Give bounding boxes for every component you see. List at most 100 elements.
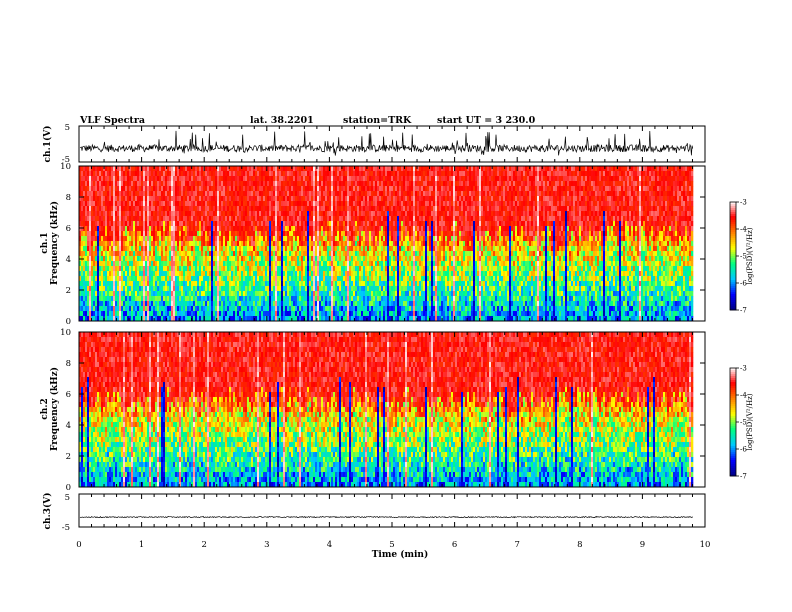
spectrogram-cell xyxy=(267,316,270,322)
spectrogram-cell xyxy=(221,281,224,287)
spectrogram-cell xyxy=(197,261,200,267)
spectrogram-cell xyxy=(89,166,92,172)
spectrogram-cell xyxy=(107,176,110,182)
spectrogram-cell xyxy=(175,176,178,182)
spectrogram-cell xyxy=(155,296,158,302)
spectrogram-cell xyxy=(133,226,136,232)
spectrogram-cell xyxy=(211,311,214,317)
spectrogram-cell xyxy=(393,291,396,297)
spectrogram-cell xyxy=(99,176,102,182)
spectrogram-cell xyxy=(369,201,372,207)
spectrogram-cell xyxy=(191,291,194,297)
spectrogram-cell xyxy=(233,241,236,247)
spectrogram-cell xyxy=(91,256,94,262)
spectrogram-cell xyxy=(309,276,312,282)
spectrogram-cell xyxy=(93,276,96,282)
spectrogram-cell xyxy=(253,236,256,242)
spectrogram-cell xyxy=(181,206,184,212)
spectrogram-cell xyxy=(195,266,198,272)
spectrogram-cell xyxy=(97,171,100,177)
spectrogram-cell xyxy=(269,261,272,267)
spectrogram-cell xyxy=(255,196,258,202)
spectrogram-cell xyxy=(173,186,176,192)
spectrogram-cell xyxy=(251,316,254,322)
spectrogram-cell xyxy=(239,196,242,202)
spectrogram-cell xyxy=(219,266,222,272)
spectrogram-cell xyxy=(109,231,112,237)
spectrogram-cell xyxy=(387,306,390,312)
spectrogram-cell xyxy=(387,181,390,187)
spectrogram-cell xyxy=(181,191,184,197)
spectrogram-cell xyxy=(341,181,344,187)
spectrogram-cell xyxy=(389,236,392,242)
spectrogram-cell xyxy=(137,256,140,262)
spectrogram-cell xyxy=(357,301,360,307)
spectrogram-cell xyxy=(299,276,302,282)
spectrogram-cell xyxy=(375,311,378,317)
spectrogram-cell xyxy=(317,251,320,257)
spectrogram-cell xyxy=(101,286,104,292)
spectrogram-cell xyxy=(383,221,386,227)
spectrogram-cell xyxy=(99,311,102,317)
spectrogram-cell xyxy=(231,221,234,227)
spectrogram-cell xyxy=(397,271,400,277)
spectrogram-cell xyxy=(381,221,384,227)
spectrogram-cell xyxy=(147,211,150,217)
spectrogram-cell xyxy=(379,271,382,277)
spectrogram-cell xyxy=(247,261,250,267)
spectrogram-cell xyxy=(345,236,348,242)
spectrogram-cell xyxy=(233,196,236,202)
spectrogram-cell xyxy=(81,191,84,197)
spectrogram-cell xyxy=(237,181,240,187)
spectrogram-cell xyxy=(263,301,266,307)
spectrogram-cell xyxy=(389,166,392,172)
spectrogram-cell xyxy=(211,231,214,237)
spectrogram-cell xyxy=(207,231,210,237)
spectrogram-cell xyxy=(391,211,394,217)
spectrogram-cell xyxy=(271,281,274,287)
spectrogram-cell xyxy=(197,196,200,202)
spectrogram-cell xyxy=(399,211,402,217)
spectrogram-cell xyxy=(199,166,202,172)
spectrogram-cell xyxy=(95,236,98,242)
spectrogram-cell xyxy=(385,286,388,292)
spectrogram-cell xyxy=(249,231,252,237)
spectrogram-cell xyxy=(241,231,244,237)
spectrogram-cell xyxy=(389,276,392,282)
spectrogram-cell xyxy=(293,286,296,292)
spectrogram-cell xyxy=(289,231,292,237)
spectrogram-cell xyxy=(175,241,178,247)
spectrogram-cell xyxy=(163,166,166,172)
spectrogram-cell xyxy=(223,246,226,252)
spectrogram-cell xyxy=(301,256,304,262)
spectrogram-cell xyxy=(161,201,164,207)
spectrogram-cell xyxy=(323,261,326,267)
spectrogram-cell xyxy=(255,311,258,317)
spectrogram-cell xyxy=(255,191,258,197)
spectrogram-cell xyxy=(353,266,356,272)
spectrogram-cell xyxy=(161,246,164,252)
spectrogram-cell xyxy=(349,251,352,257)
spectrogram-cell xyxy=(363,271,366,277)
spectrogram-cell xyxy=(215,176,218,182)
spectrogram-cell xyxy=(121,231,124,237)
spectrogram-cell xyxy=(205,251,208,257)
spectrogram-cell xyxy=(227,246,230,252)
spectrogram-cell xyxy=(371,241,374,247)
spectrogram-cell xyxy=(105,211,108,217)
spectrogram-cell xyxy=(135,226,138,232)
spectrogram-cell xyxy=(87,221,90,227)
spectrogram-cell xyxy=(267,296,270,302)
spectrogram-cell xyxy=(367,186,370,192)
spectrogram-cell xyxy=(173,266,176,272)
spectrogram-cell xyxy=(397,251,400,257)
spectrogram-cell xyxy=(373,196,376,202)
spectrogram-cell xyxy=(307,206,310,212)
spectrogram-cell xyxy=(297,276,300,282)
spectrogram-cell xyxy=(161,206,164,212)
spectrogram-cell xyxy=(111,211,114,217)
spectrogram-cell xyxy=(175,206,178,212)
spectrogram-cell xyxy=(169,226,172,232)
spectrogram-cell xyxy=(275,296,278,302)
spectrogram-cell xyxy=(229,191,232,197)
